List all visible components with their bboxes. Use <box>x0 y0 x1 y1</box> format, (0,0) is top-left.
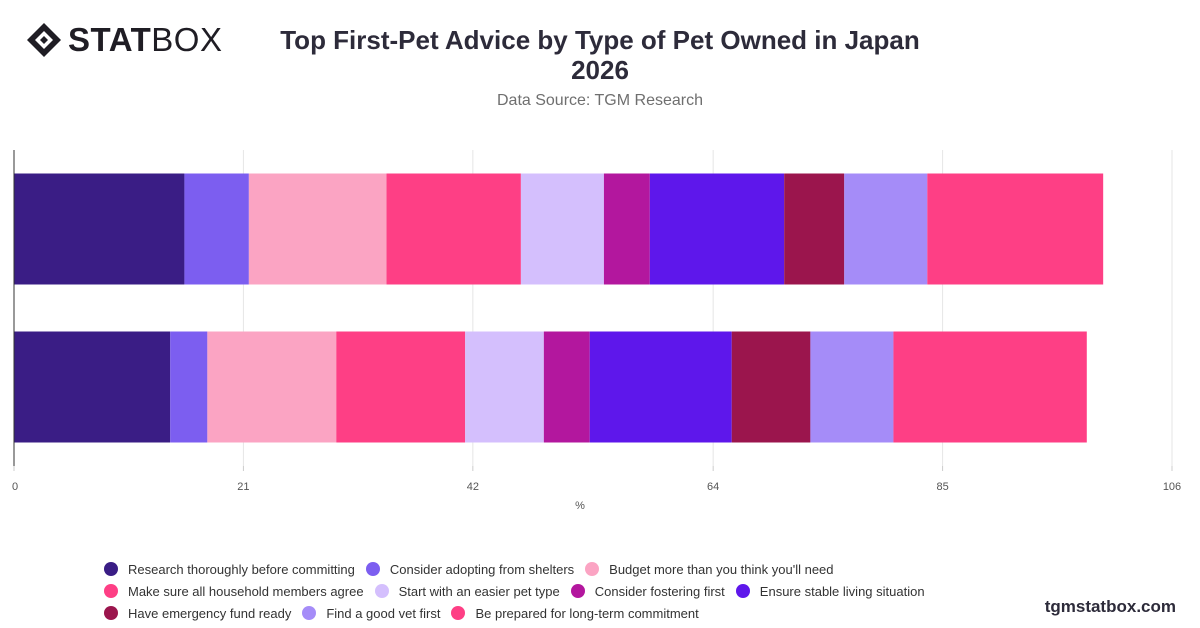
bar-segment <box>810 331 894 443</box>
bar-segment <box>927 173 1104 285</box>
legend-dot-icon <box>451 606 466 620</box>
legend-label: Ensure stable living situation <box>759 583 925 599</box>
bar-segment <box>386 173 521 285</box>
logo-wordmark: STATBOX <box>68 21 223 58</box>
bar-segment <box>603 173 650 285</box>
legend-dot-icon <box>104 584 118 598</box>
legend-label: Have emergency fund ready <box>128 605 292 621</box>
chart-subtitle: Data Source: TGM Research <box>496 92 703 109</box>
x-tick-label: 85 <box>936 481 948 493</box>
legend-item: Be prepared for long-term commitment <box>451 602 699 624</box>
bar-segment <box>784 173 845 285</box>
legend-item: Find a good vet first <box>302 602 440 624</box>
x-axis-label: % <box>575 500 585 512</box>
bar-segment <box>649 173 785 285</box>
legend-dot-icon <box>365 562 380 576</box>
chart-title: Top First-Pet Advice by Type of Pet Owne… <box>280 25 920 85</box>
legend-label: Find a good vet first <box>326 605 441 621</box>
legend-item: Research thoroughly before committing <box>104 558 355 580</box>
legend-dot-icon <box>302 606 317 620</box>
x-tick-label: 42 <box>467 481 479 493</box>
bar-segment <box>465 331 544 443</box>
brand-url: tgmstatbox.com <box>1044 597 1176 616</box>
legend-dot-icon <box>104 606 118 620</box>
bar-segment <box>184 173 249 285</box>
x-tick-label: 64 <box>707 481 719 493</box>
legend-label: Start with an easier pet type <box>398 583 560 599</box>
legend-label: Consider adopting from shelters <box>389 561 575 577</box>
bar-segment <box>170 331 208 443</box>
legend-item: Consider adopting from shelters <box>365 558 575 580</box>
diamond-logo-icon <box>27 23 61 57</box>
legend-dot-icon <box>735 584 750 598</box>
legend-label: Research thoroughly before committing <box>128 561 355 577</box>
bar-segment <box>520 173 604 285</box>
legend-dot-icon <box>104 562 118 576</box>
bar-segment <box>844 173 928 285</box>
bar-segment <box>207 331 337 443</box>
legend-item: Make sure all household members agree <box>104 580 364 602</box>
stacked-bar-chart: 0 21 42 64 85 106% <box>12 150 1181 512</box>
legend-dot-icon <box>570 584 585 598</box>
bar-segment <box>893 331 1087 443</box>
legend-dot-icon <box>585 562 600 576</box>
chart-legend: Research thoroughly before committing Con… <box>104 558 1114 624</box>
x-tick-label: 106 <box>1163 481 1181 493</box>
legend-label: Budget more than you think you'll need <box>609 561 834 577</box>
x-tick-label: 21 <box>237 481 249 493</box>
legend-dot-icon <box>374 584 389 598</box>
legend-item: Consider fostering first <box>570 580 725 602</box>
legend-label: Make sure all household members agree <box>128 583 364 599</box>
legend-label: Be prepared for long-term commitment <box>475 605 699 621</box>
statbox-logo: STATBOX <box>26 22 222 58</box>
bar-segment <box>14 173 185 285</box>
legend-item: Have emergency fund ready <box>104 602 291 624</box>
bar-segment <box>248 173 387 285</box>
x-tick-label: 0 <box>12 481 18 493</box>
bar-segment <box>543 331 590 443</box>
legend-label: Consider fostering first <box>594 583 725 599</box>
bar-segment <box>731 331 811 443</box>
legend-item: Ensure stable living situation <box>735 580 925 602</box>
legend-item: Start with an easier pet type <box>374 580 560 602</box>
bar-segment <box>589 331 732 443</box>
legend-item: Budget more than you think you'll need <box>585 558 834 580</box>
bar-segment <box>336 331 466 443</box>
bar-segment <box>14 331 171 443</box>
